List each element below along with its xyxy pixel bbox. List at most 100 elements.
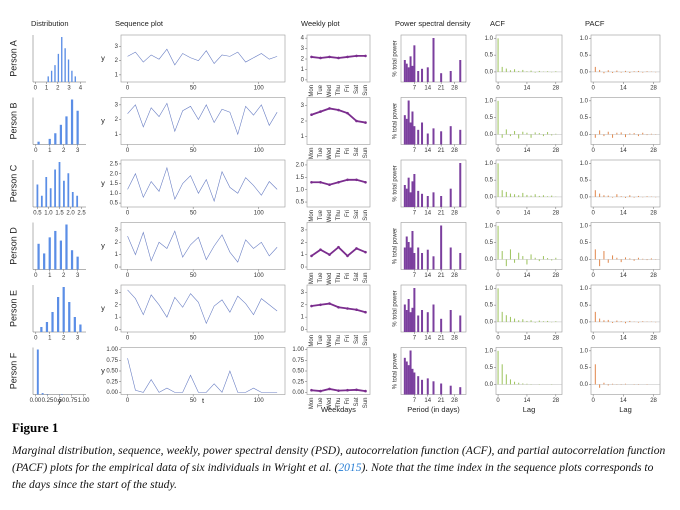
psd-bar <box>411 181 414 207</box>
y-tick-label: 0.5 <box>485 53 494 59</box>
psd-bar <box>411 368 414 395</box>
psd-bar <box>421 68 424 82</box>
psd-bar <box>440 225 443 270</box>
weekly-mean-point <box>346 55 349 59</box>
y-tick-label: 1.0 <box>580 98 589 104</box>
weekly-mean-point <box>328 107 331 110</box>
sequence-line <box>127 358 278 393</box>
y-tick-label: 3 <box>301 290 305 296</box>
histogram-bar <box>79 324 82 332</box>
psd-bar <box>409 192 412 207</box>
weekly-mean-point <box>328 55 331 59</box>
y-tick-label: 0.5 <box>485 240 494 246</box>
weekday-label: Sat <box>354 210 360 219</box>
psd-bar <box>409 247 412 270</box>
weekday-label: Wed <box>327 210 333 222</box>
weekly-mean-point <box>364 250 367 254</box>
y-tick-label: 2 <box>301 119 305 125</box>
histogram-bar <box>43 253 46 270</box>
x-tick-label: 21 <box>438 336 445 342</box>
x-tick-label: 28 <box>650 211 657 217</box>
x-axis-title: Lag <box>523 405 536 414</box>
weekday-label: Tue <box>318 334 324 345</box>
y-axis-label: y <box>101 53 105 62</box>
weekday-label: Sun <box>363 85 369 96</box>
psd-bar <box>432 38 435 82</box>
x-tick-label: 7 <box>413 336 417 342</box>
row-label: Person E <box>8 290 18 327</box>
y-tick-label: 0 <box>301 265 305 271</box>
histogram-bar <box>67 59 70 82</box>
y-tick-label: 0.5 <box>580 240 589 246</box>
y-tick-label: 1.00 <box>292 347 304 353</box>
psd-bar <box>440 196 443 207</box>
psd-bar <box>407 177 410 207</box>
psd-bar <box>405 236 408 270</box>
y-tick-label: 3 <box>301 227 305 233</box>
x-tick-label: 0 <box>496 398 500 404</box>
citation-link[interactable]: 2015 <box>338 461 362 474</box>
y-tick-label: 1 <box>115 315 119 321</box>
weekly-mean-point <box>364 310 367 314</box>
weekday-label: Fri <box>345 210 351 217</box>
x-tick-label: 28 <box>451 273 458 279</box>
weekday-label: Wed <box>327 273 333 285</box>
x-tick-label: 28 <box>552 211 559 217</box>
panel-frame <box>590 34 661 83</box>
x-tick-label: 1.0 <box>44 211 53 217</box>
y-tick-label: 1 <box>301 134 305 140</box>
y-axis-label: y <box>101 366 105 375</box>
weekday-label: Sun <box>363 335 369 346</box>
histogram-bar <box>51 312 54 332</box>
y-tick-label: 1 <box>301 252 305 258</box>
psd-bar <box>421 379 424 395</box>
sequence-line <box>127 48 278 66</box>
psd-bar <box>405 361 408 395</box>
histogram-bar <box>73 317 76 332</box>
psd-bar <box>407 242 410 270</box>
x-tick-label: 3 <box>76 336 80 342</box>
weekday-label: Wed <box>327 148 333 160</box>
y-tick-label: 0.0 <box>485 382 494 388</box>
histogram-bar <box>59 240 63 270</box>
y-tick-label: 2 <box>115 240 119 246</box>
histogram-bar <box>65 224 68 270</box>
weekly-mean-point <box>355 308 358 312</box>
figure-label: Figure 1 <box>12 420 59 435</box>
weekday-label: Sun <box>363 210 369 221</box>
sequence-line <box>127 289 278 325</box>
x-tick-label: 0 <box>34 273 38 279</box>
weekday-label: Tue <box>318 397 324 408</box>
y-tick-label: 0.0 <box>580 382 589 388</box>
weekday-label: Sat <box>354 147 360 156</box>
panel-frame <box>495 159 563 208</box>
x-tick-label: 14 <box>424 336 431 342</box>
x-tick-label: 28 <box>451 86 458 92</box>
psd-bar <box>421 310 424 332</box>
psd-bar <box>449 188 452 207</box>
histogram-bar <box>48 138 51 145</box>
x-tick-label: 50 <box>190 398 197 404</box>
x-tick-label: 0 <box>496 273 500 279</box>
y-tick-label: 4 <box>301 36 305 42</box>
weekly-mean-point <box>310 304 313 308</box>
y-tick-label: 1.0 <box>485 348 494 354</box>
psd-bar <box>459 315 462 332</box>
psd-bar <box>421 253 424 270</box>
psd-bar <box>426 249 429 270</box>
caption-text: Marginal distribution, sequence, weekly,… <box>12 444 666 474</box>
y-tick-label: 0.0 <box>580 257 589 263</box>
psd-bar <box>417 129 420 145</box>
y-tick-label: 1 <box>115 252 119 258</box>
weekday-label: Mon <box>309 85 315 97</box>
x-tick-label: 3 <box>67 86 71 92</box>
y-tick-label: 0.5 <box>580 115 589 121</box>
y-tick-label: 0.5 <box>485 365 494 371</box>
x-tick-label: 7 <box>413 273 417 279</box>
psd-bar <box>459 163 462 207</box>
y-tick-label: 2 <box>115 58 119 64</box>
y-tick-label: 1 <box>301 315 305 321</box>
weekly-mean-point <box>319 110 322 113</box>
x-tick-label: 21 <box>438 86 445 92</box>
x-tick-label: 1 <box>48 336 52 342</box>
